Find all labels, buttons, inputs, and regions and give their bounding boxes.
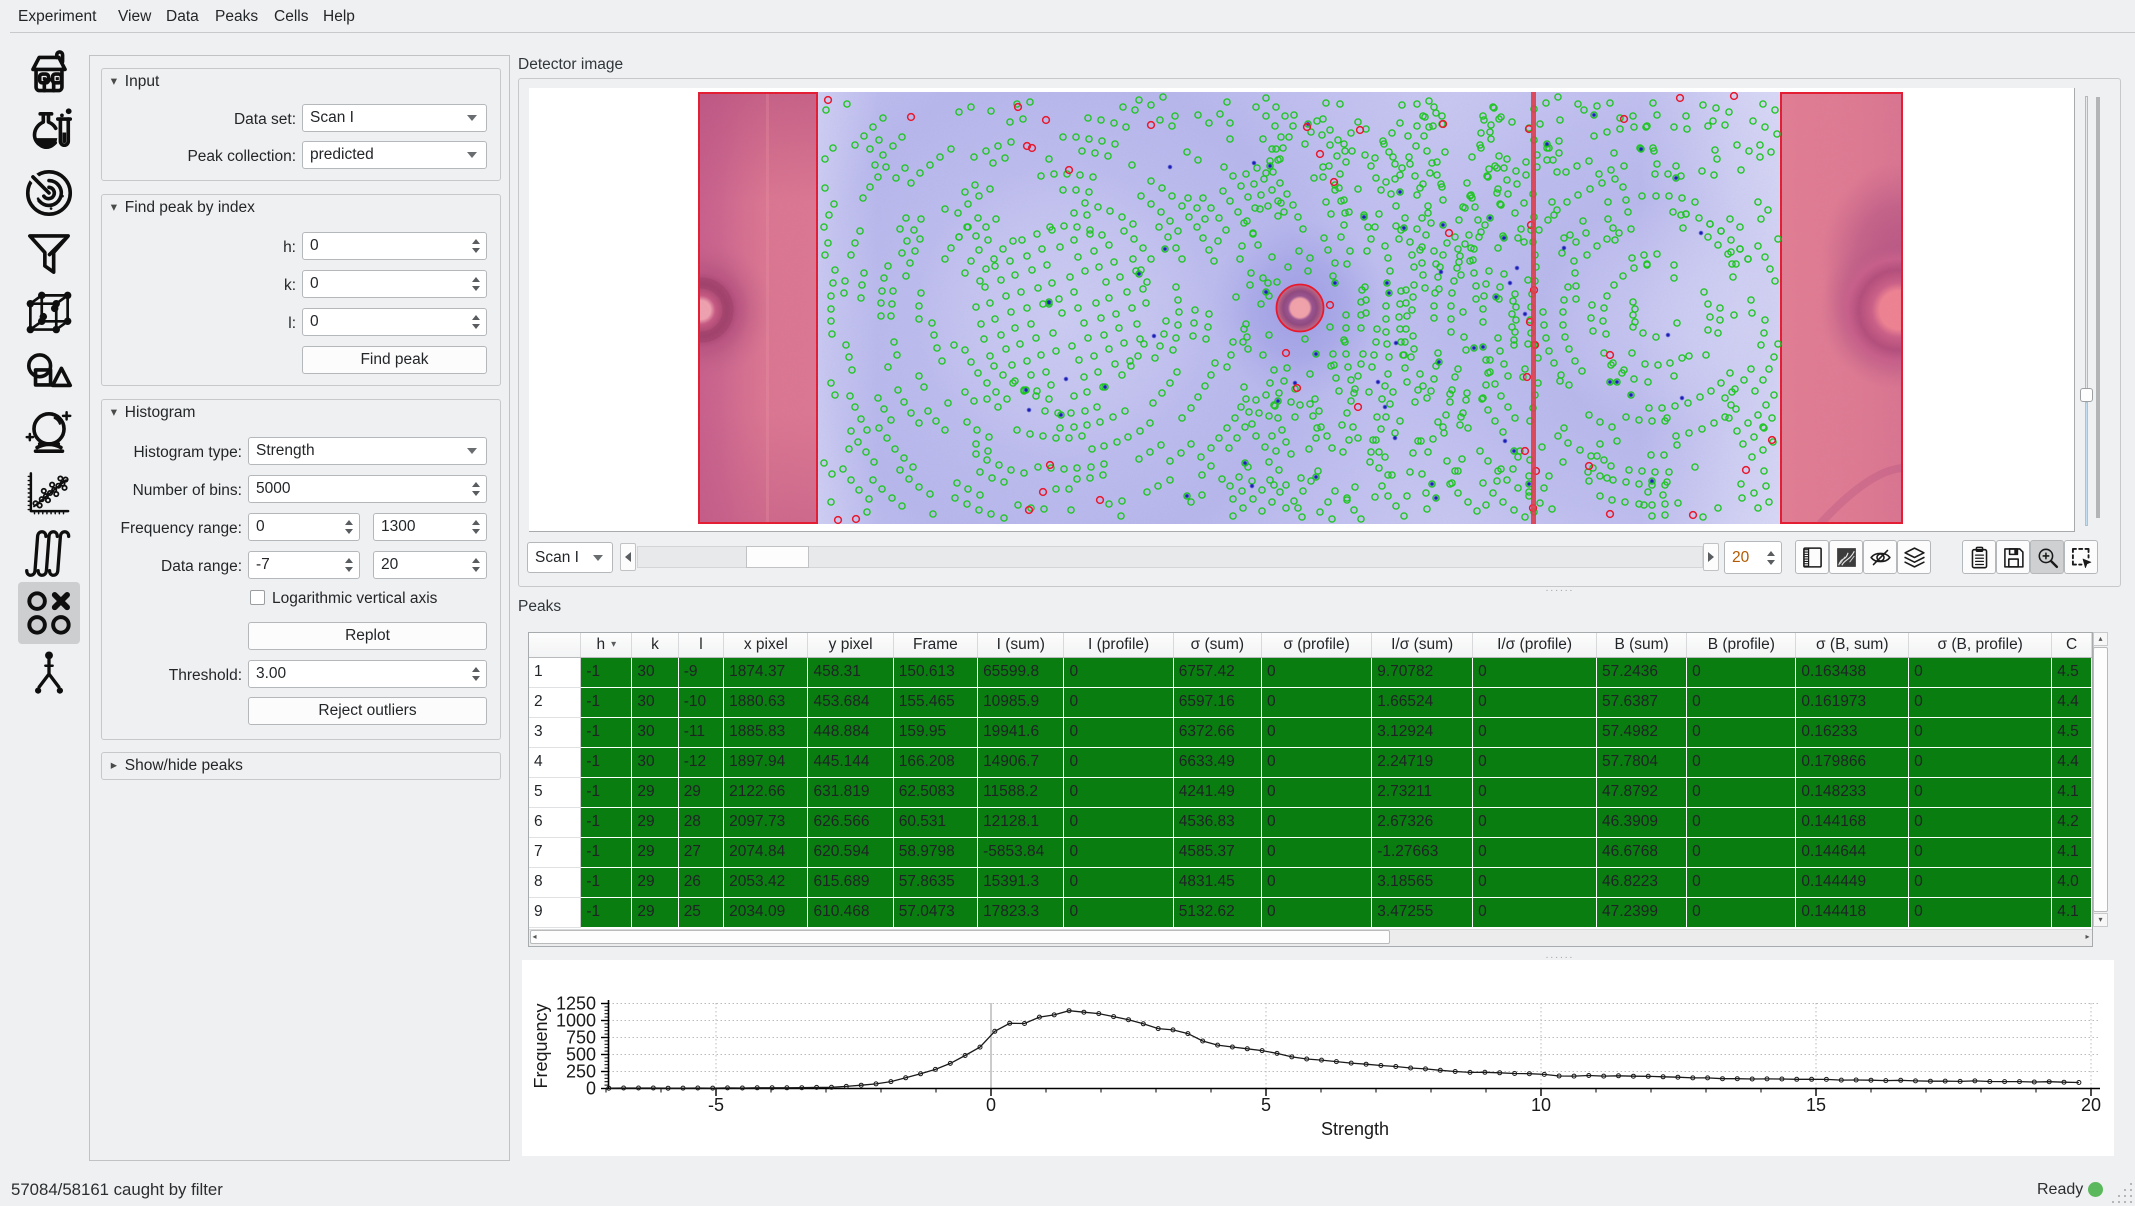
svg-text:250: 250 — [566, 1062, 596, 1082]
svg-text:750: 750 — [566, 1028, 596, 1048]
svg-text:20: 20 — [2081, 1095, 2101, 1115]
svg-text:Strength: Strength — [1321, 1119, 1389, 1139]
svg-text:1000: 1000 — [556, 1011, 596, 1031]
svg-text:Frequency: Frequency — [531, 1003, 551, 1088]
svg-text:1250: 1250 — [556, 994, 596, 1014]
svg-text:5: 5 — [1261, 1095, 1271, 1115]
svg-text:0: 0 — [986, 1095, 996, 1115]
svg-text:10: 10 — [1531, 1095, 1551, 1115]
svg-text:15: 15 — [1806, 1095, 1826, 1115]
svg-text:500: 500 — [566, 1045, 596, 1065]
svg-text:-5: -5 — [708, 1095, 724, 1115]
svg-text:0: 0 — [586, 1079, 596, 1099]
